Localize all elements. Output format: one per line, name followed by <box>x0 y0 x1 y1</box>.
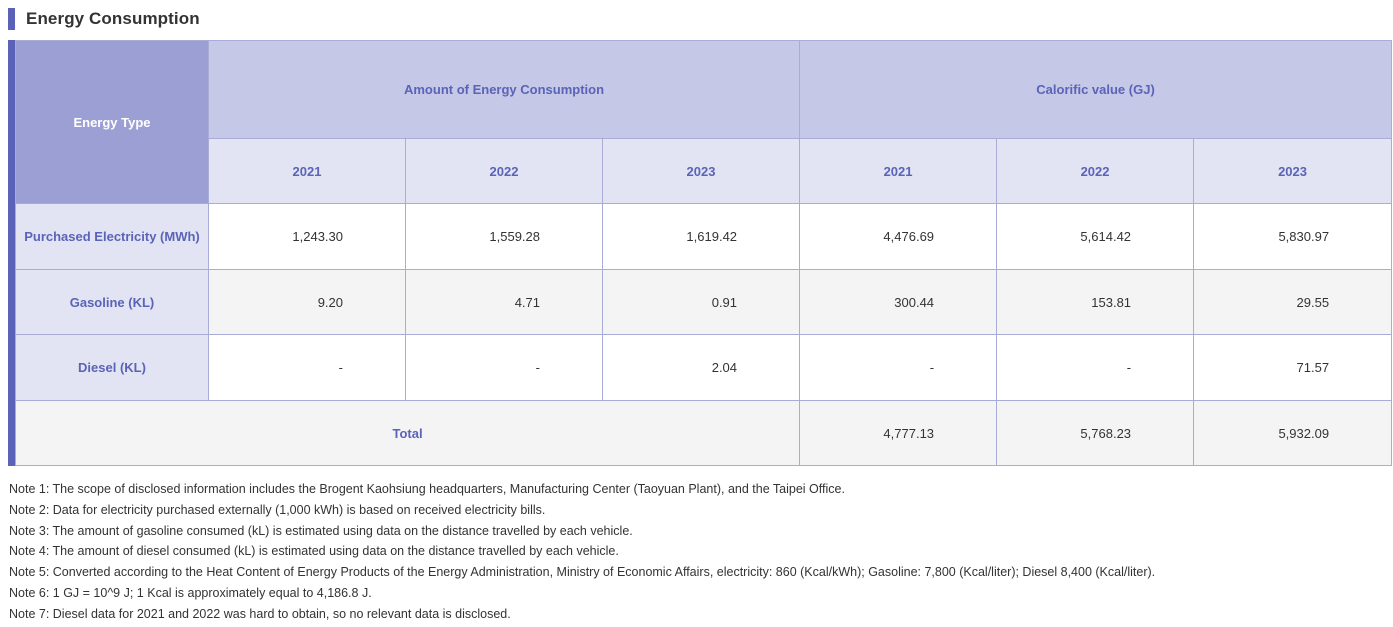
calorific-year-header: 2021 <box>799 138 998 204</box>
amount-cell: 4.71 <box>405 269 603 335</box>
table-row-gasoline: Gasoline (KL) 9.20 4.71 0.91 300.44 153.… <box>15 269 1393 335</box>
total-calorific-cell: 5,768.23 <box>996 400 1195 466</box>
header-row-groups: Energy Type Amount of Energy Consumption… <box>15 40 1393 204</box>
table-row-electricity: Purchased Electricity (MWh) 1,243.30 1,5… <box>15 203 1393 270</box>
amount-cell: 1,619.42 <box>601 203 801 270</box>
calorific-cell: 5,614.42 <box>996 203 1195 270</box>
amount-year-header: 2022 <box>405 138 603 204</box>
calorific-year-header: 2023 <box>1193 138 1393 204</box>
header-row-years: 2021 2022 2023 2021 2022 2023 <box>16 138 1393 204</box>
note-item: Note 1: The scope of disclosed informati… <box>9 482 845 496</box>
amount-year-header: 2023 <box>601 138 801 204</box>
amount-group-header: Amount of Energy Consumption <box>207 40 801 139</box>
note-item: Note 6: 1 GJ = 10^9 J; 1 Kcal is approxi… <box>9 585 372 600</box>
amount-cell: 2.04 <box>601 334 801 401</box>
calorific-cell: 300.44 <box>799 269 998 335</box>
energy-consumption-table: Energy Type Amount of Energy Consumption… <box>14 40 1393 466</box>
row-label: Diesel (KL) <box>15 334 209 401</box>
table-row-diesel: Diesel (KL) - - 2.04 - - 71.57 <box>15 334 1393 401</box>
title-accent-bar <box>8 8 15 30</box>
calorific-cell: 153.81 <box>996 269 1195 335</box>
total-label: Total <box>14 400 801 466</box>
amount-cell: - <box>405 334 603 401</box>
section-header: Energy Consumption <box>8 8 200 30</box>
calorific-cell: - <box>996 334 1195 401</box>
row-label: Gasoline (KL) <box>15 269 209 335</box>
note-item: Note 7: Diesel data for 2021 and 2022 wa… <box>9 606 511 621</box>
table-row-total: Total 4,777.13 5,768.23 5,932.09 <box>14 400 1393 466</box>
note-item: Note 5: Converted according to the Heat … <box>9 565 1156 580</box>
calorific-group-header: Calorific value (GJ) <box>799 40 1393 139</box>
total-calorific-cell: 5,932.09 <box>1193 400 1393 466</box>
page-title: Energy Consumption <box>26 9 200 28</box>
total-calorific-cell: 4,777.13 <box>799 400 998 466</box>
energy-table-container: Energy Type Amount of Energy Consumption… <box>8 40 1393 466</box>
notes-list: Note 1: The scope of disclosed informati… <box>9 479 1389 625</box>
row-label: Purchased Electricity (MWh) <box>15 203 209 270</box>
calorific-cell: - <box>799 334 998 401</box>
amount-year-header: 2021 <box>208 138 406 204</box>
amount-cell: 9.20 <box>208 269 406 335</box>
calorific-cell: 5,830.97 <box>1193 203 1393 270</box>
energy-type-header: Energy Type <box>15 40 209 204</box>
note-item: Note 2: Data for electricity purchased e… <box>9 502 546 517</box>
note-item: Note 4: The amount of diesel consumed (k… <box>9 544 619 559</box>
amount-cell: 0.91 <box>601 269 801 335</box>
amount-cell: 1,559.28 <box>405 203 603 270</box>
amount-cell: - <box>208 334 406 401</box>
calorific-cell: 71.57 <box>1193 334 1393 401</box>
note-item: Note 3: The amount of gasoline consumed … <box>9 523 633 538</box>
calorific-cell: 4,476.69 <box>799 203 998 270</box>
calorific-cell: 29.55 <box>1193 269 1393 335</box>
amount-cell: 1,243.30 <box>208 203 406 270</box>
calorific-year-header: 2022 <box>996 138 1195 204</box>
